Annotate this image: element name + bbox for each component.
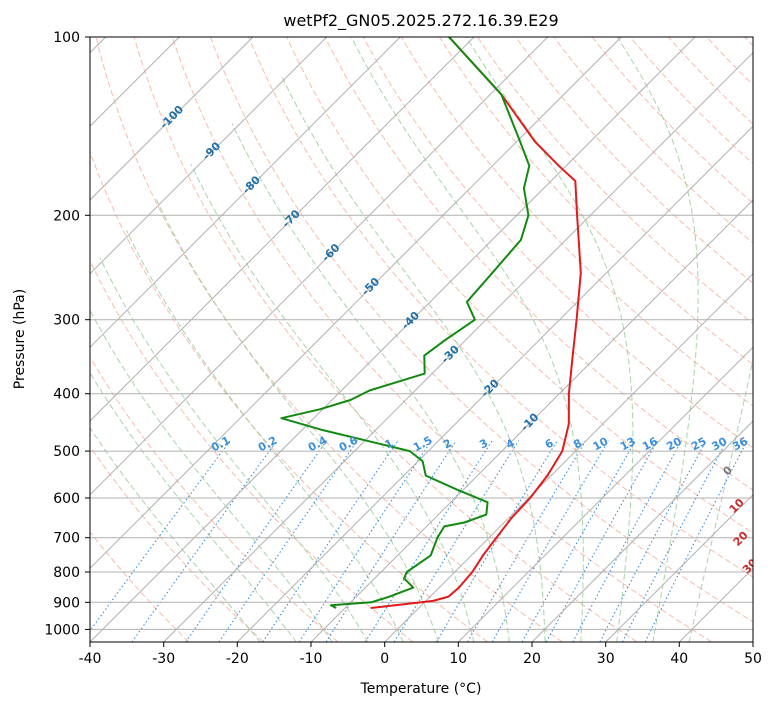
y-tick-label: 300 — [53, 313, 80, 329]
x-tick-label: 10 — [449, 651, 467, 667]
x-tick-label: 50 — [744, 651, 762, 667]
x-axis-label: Temperature (°C) — [360, 681, 482, 697]
x-tick-label: 40 — [670, 651, 688, 667]
y-tick-label: 400 — [53, 387, 80, 403]
x-tick-label: 30 — [597, 651, 615, 667]
y-axis-label: Pressure (hPa) — [12, 289, 28, 389]
y-tick-label: 700 — [53, 531, 80, 547]
x-tick-label: 20 — [523, 651, 541, 667]
x-tick-label: -20 — [226, 651, 249, 667]
x-tick-label: 0 — [380, 651, 389, 667]
x-tick-label: -30 — [152, 651, 175, 667]
chart-title: wetPf2_GN05.2025.272.16.39.E29 — [283, 11, 558, 31]
x-tick-label: -40 — [79, 651, 102, 667]
x-tick-label: -10 — [300, 651, 323, 667]
y-tick-label: 900 — [53, 595, 80, 611]
y-tick-label: 1000 — [44, 622, 80, 638]
y-tick-label: 800 — [53, 565, 80, 581]
y-tick-label: 600 — [53, 491, 80, 507]
y-tick-label: 200 — [53, 208, 80, 224]
y-tick-label: 500 — [53, 444, 80, 460]
y-tick-label: 100 — [53, 30, 80, 46]
